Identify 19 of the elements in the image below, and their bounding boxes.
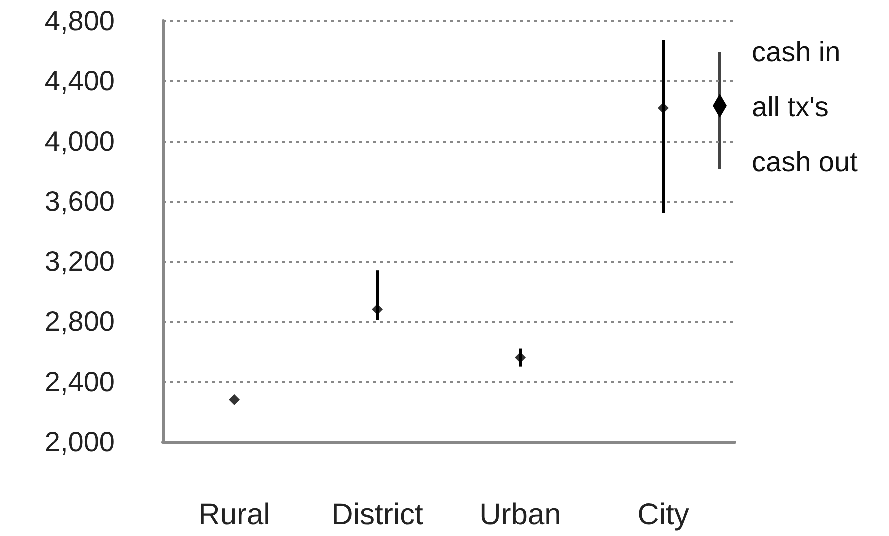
point bbox=[658, 102, 669, 114]
x-tick-label: City bbox=[638, 498, 690, 532]
x-tick-label: Urban bbox=[480, 498, 562, 532]
x-tick-label: District bbox=[332, 498, 424, 532]
text: cash in bbox=[752, 36, 841, 68]
y-tick-label: 4,400 bbox=[44, 66, 115, 97]
y-tick-label: 4,000 bbox=[44, 126, 115, 157]
y-tick-label: 3,600 bbox=[44, 186, 115, 217]
y-tick-label: 2,000 bbox=[44, 426, 115, 458]
point bbox=[372, 304, 383, 316]
y-tick-label: 2,800 bbox=[44, 306, 115, 338]
y-tick-label: 4,800 bbox=[44, 6, 115, 36]
point bbox=[515, 352, 526, 364]
text: cash out bbox=[752, 146, 858, 178]
y-tick-label: 2,400 bbox=[44, 366, 115, 398]
y-tick-label: 3,200 bbox=[44, 246, 115, 278]
point bbox=[229, 394, 240, 406]
x-tick-label: Rural bbox=[198, 498, 270, 532]
legend-label: all tx's bbox=[752, 92, 829, 122]
